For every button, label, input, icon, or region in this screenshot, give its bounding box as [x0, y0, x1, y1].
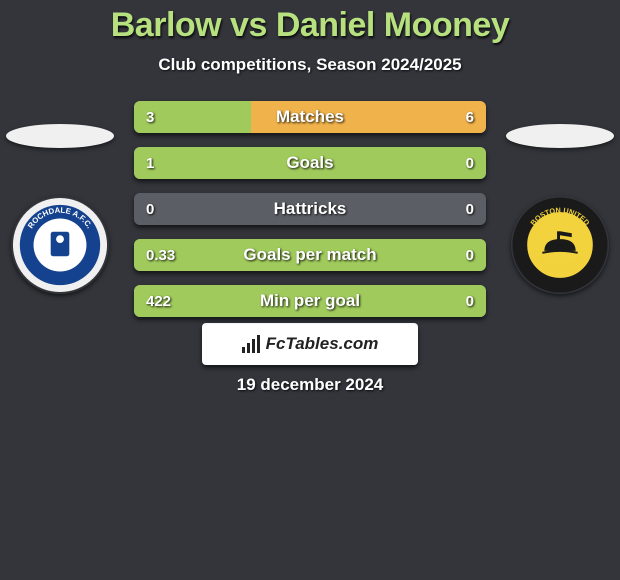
comparison-panel: Barlow vs Daniel Mooney Club competition… [0, 0, 620, 395]
stat-bar: 36Matches [134, 101, 486, 133]
page-subtitle: Club competitions, Season 2024/2025 [0, 55, 620, 75]
stat-label: Hattricks [134, 193, 486, 225]
stat-label: Min per goal [134, 285, 486, 317]
stat-bar: 10Goals [134, 147, 486, 179]
right-column: BOSTON UNITED THE PILGRIMS [500, 124, 620, 294]
player-placeholder-left [6, 124, 114, 148]
branding-text: FcTables.com [266, 334, 379, 354]
club-crest-left: ROCHDALE A.F.C. THE DALE [11, 196, 109, 294]
branding-badge: FcTables.com [202, 323, 418, 365]
club-crest-right: BOSTON UNITED THE PILGRIMS [511, 196, 609, 294]
left-column: ROCHDALE A.F.C. THE DALE [0, 124, 120, 294]
stats-column: 36Matches 10Goals 00Hattricks 0.330Goals pe… [130, 101, 490, 317]
stat-bar: 4220Min per goal [134, 285, 486, 317]
stat-bar: 0.330Goals per match [134, 239, 486, 271]
date-label: 19 december 2024 [0, 375, 620, 395]
player-placeholder-right [506, 124, 614, 148]
page-title: Barlow vs Daniel Mooney [0, 6, 620, 45]
stat-label: Matches [134, 101, 486, 133]
chart-icon [242, 335, 260, 353]
stat-bar: 00Hattricks [134, 193, 486, 225]
main-row: ROCHDALE A.F.C. THE DALE 36Matches 10Goal… [0, 101, 620, 317]
stat-label: Goals [134, 147, 486, 179]
stat-label: Goals per match [134, 239, 486, 271]
